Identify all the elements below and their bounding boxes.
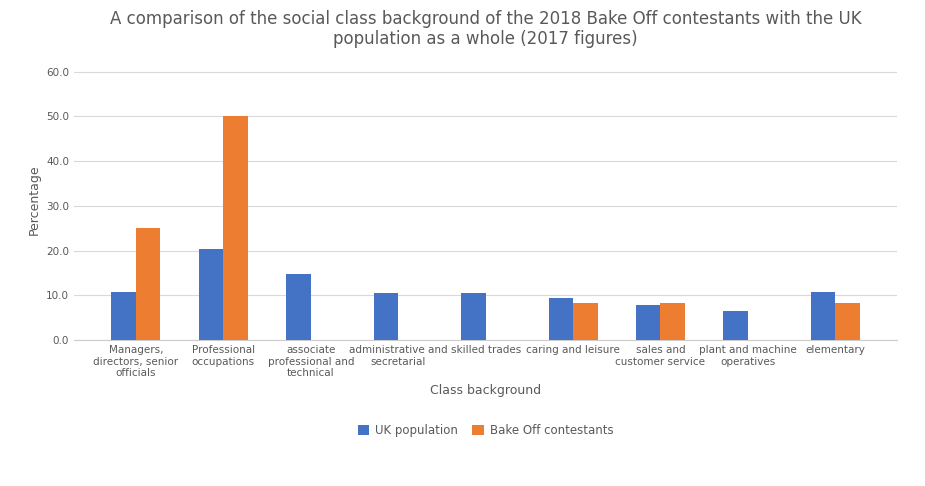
Bar xyxy=(199,249,223,340)
Bar xyxy=(462,293,486,340)
Bar xyxy=(549,298,574,340)
Bar xyxy=(136,228,160,340)
Legend: UK population, Bake Off contestants: UK population, Bake Off contestants xyxy=(352,419,619,441)
Bar xyxy=(811,292,835,340)
Title: A comparison of the social class background of the 2018 Bake Off contestants wit: A comparison of the social class backgro… xyxy=(110,10,861,49)
X-axis label: Class background: Class background xyxy=(430,384,541,397)
Bar xyxy=(636,305,660,340)
Bar xyxy=(574,303,598,340)
Bar xyxy=(111,292,136,340)
Bar xyxy=(223,117,248,340)
Bar xyxy=(660,303,685,340)
Y-axis label: Percentage: Percentage xyxy=(28,164,41,235)
Bar xyxy=(835,303,860,340)
Bar xyxy=(286,274,311,340)
Bar xyxy=(723,311,748,340)
Bar xyxy=(374,293,398,340)
